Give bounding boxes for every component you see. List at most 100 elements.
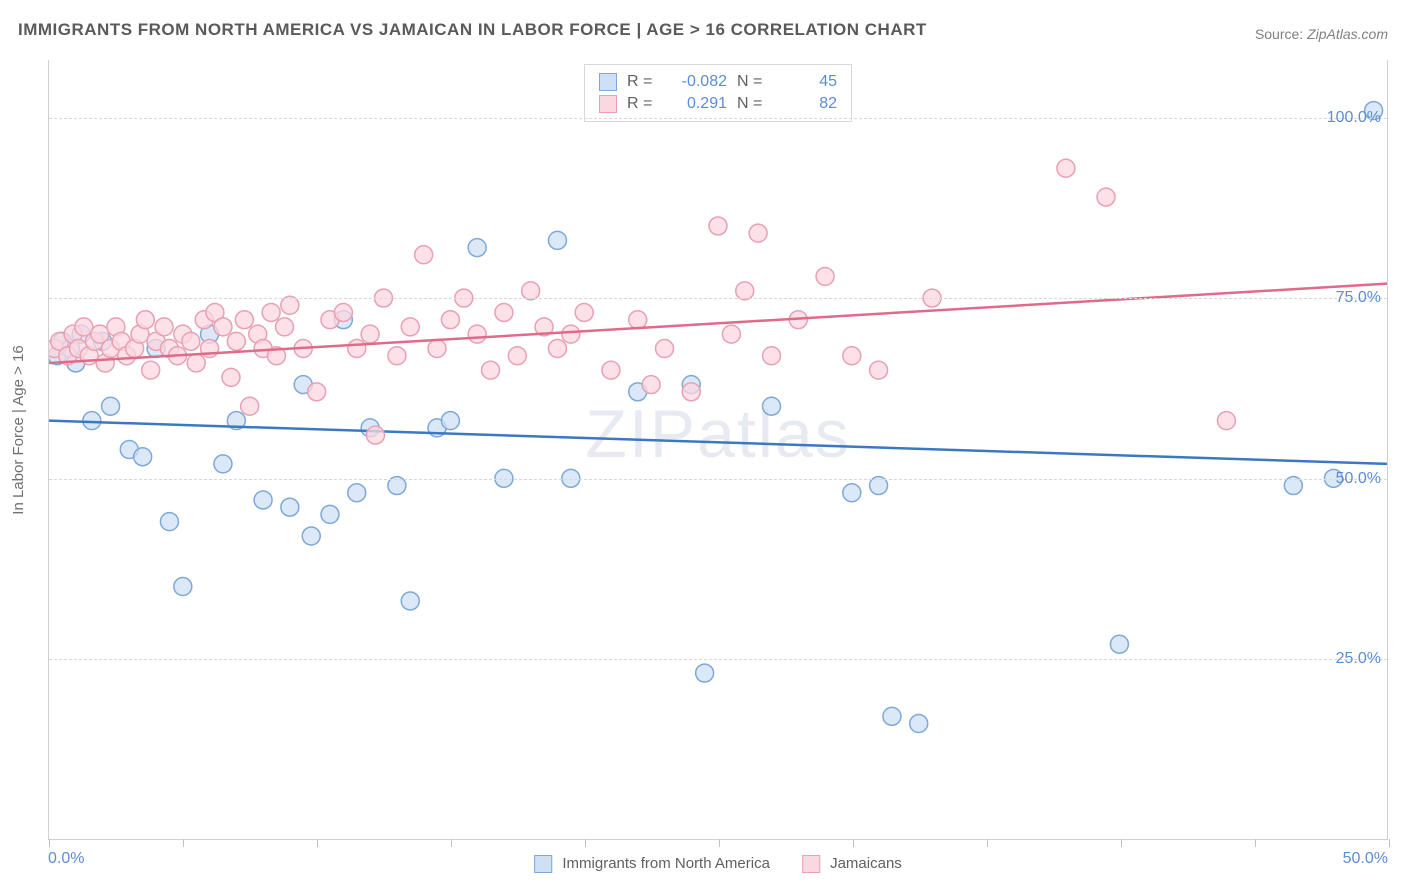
stats-r-value-1: 0.291 (667, 95, 727, 113)
y-tick-label: 50.0% (1336, 470, 1381, 488)
scatter-point (302, 527, 320, 545)
scatter-point (308, 383, 326, 401)
scatter-point (548, 340, 566, 358)
scatter-point (441, 412, 459, 430)
scatter-point (348, 340, 366, 358)
stats-r-label-0: R = (627, 73, 657, 91)
scatter-point (602, 361, 620, 379)
scatter-point (254, 491, 272, 509)
scatter-point (361, 325, 379, 343)
scatter-point (142, 361, 160, 379)
scatter-point (102, 397, 120, 415)
x-tick (585, 839, 586, 847)
scatter-point (428, 340, 446, 358)
scatter-point (160, 513, 178, 531)
scatter-point (468, 325, 486, 343)
stats-swatch-0 (599, 73, 617, 91)
scatter-point (134, 448, 152, 466)
scatter-point (222, 368, 240, 386)
scatter-point (709, 217, 727, 235)
x-tick (1255, 839, 1256, 847)
scatter-point (401, 592, 419, 610)
scatter-svg (49, 60, 1387, 839)
scatter-point (629, 311, 647, 329)
stats-r-value-0: -0.082 (667, 73, 727, 91)
stats-n-label-1: N = (737, 95, 767, 113)
scatter-point (1097, 188, 1115, 206)
stats-r-label-1: R = (627, 95, 657, 113)
gridline (49, 298, 1387, 299)
x-tick (1389, 839, 1390, 847)
x-tick (183, 839, 184, 847)
legend-label-1: Jamaicans (830, 855, 902, 872)
scatter-point (235, 311, 253, 329)
scatter-point (136, 311, 154, 329)
scatter-point (910, 715, 928, 733)
x-tick (853, 839, 854, 847)
stats-n-label-0: N = (737, 73, 767, 91)
stats-swatch-1 (599, 95, 617, 113)
scatter-point (348, 484, 366, 502)
scatter-point (182, 332, 200, 350)
x-tick (987, 839, 988, 847)
x-tick (719, 839, 720, 847)
y-tick-label: 25.0% (1336, 650, 1381, 668)
scatter-point (334, 303, 352, 321)
scatter-point (642, 376, 660, 394)
legend-swatch-0 (534, 855, 552, 873)
scatter-point (227, 332, 245, 350)
scatter-point (174, 578, 192, 596)
scatter-point (749, 224, 767, 242)
scatter-point (441, 311, 459, 329)
stats-row-series-1: R = 0.291 N = 82 (599, 93, 837, 115)
gridline (49, 479, 1387, 480)
x-tick (1121, 839, 1122, 847)
scatter-point (548, 231, 566, 249)
scatter-point (155, 318, 173, 336)
gridline (49, 118, 1387, 119)
chart-plot-area: ZIPatlas R = -0.082 N = 45 R = 0.291 N =… (48, 60, 1388, 840)
legend-item-1: Jamaicans (802, 855, 902, 873)
scatter-point (508, 347, 526, 365)
legend-item-0: Immigrants from North America (534, 855, 770, 873)
y-tick-label: 75.0% (1336, 289, 1381, 307)
scatter-point (682, 383, 700, 401)
scatter-point (482, 361, 500, 379)
legend-bottom: Immigrants from North America Jamaicans (534, 855, 902, 873)
trend-line (49, 421, 1387, 464)
scatter-point (883, 707, 901, 725)
scatter-point (276, 318, 294, 336)
scatter-point (214, 455, 232, 473)
x-tick (317, 839, 318, 847)
legend-label-0: Immigrants from North America (562, 855, 770, 872)
scatter-point (763, 347, 781, 365)
source-attribution: Source: ZipAtlas.com (1255, 26, 1388, 42)
scatter-point (736, 282, 754, 300)
stats-row-series-0: R = -0.082 N = 45 (599, 71, 837, 93)
scatter-point (262, 303, 280, 321)
y-tick-label: 100.0% (1327, 109, 1381, 127)
scatter-point (1057, 159, 1075, 177)
source-value: ZipAtlas.com (1307, 26, 1388, 42)
scatter-point (281, 498, 299, 516)
correlation-stats-box: R = -0.082 N = 45 R = 0.291 N = 82 (584, 64, 852, 122)
scatter-point (562, 325, 580, 343)
scatter-point (575, 303, 593, 321)
scatter-point (1110, 635, 1128, 653)
scatter-point (816, 267, 834, 285)
x-tick (451, 839, 452, 847)
x-axis-label-min: 0.0% (48, 850, 84, 868)
scatter-point (722, 325, 740, 343)
scatter-point (763, 397, 781, 415)
stats-n-value-1: 82 (777, 95, 837, 113)
scatter-point (522, 282, 540, 300)
legend-swatch-1 (802, 855, 820, 873)
scatter-point (366, 426, 384, 444)
scatter-point (655, 340, 673, 358)
scatter-point (415, 246, 433, 264)
scatter-point (495, 303, 513, 321)
stats-n-value-0: 45 (777, 73, 837, 91)
y-axis-label: In Labor Force | Age > 16 (10, 345, 27, 514)
scatter-point (843, 347, 861, 365)
gridline (49, 659, 1387, 660)
